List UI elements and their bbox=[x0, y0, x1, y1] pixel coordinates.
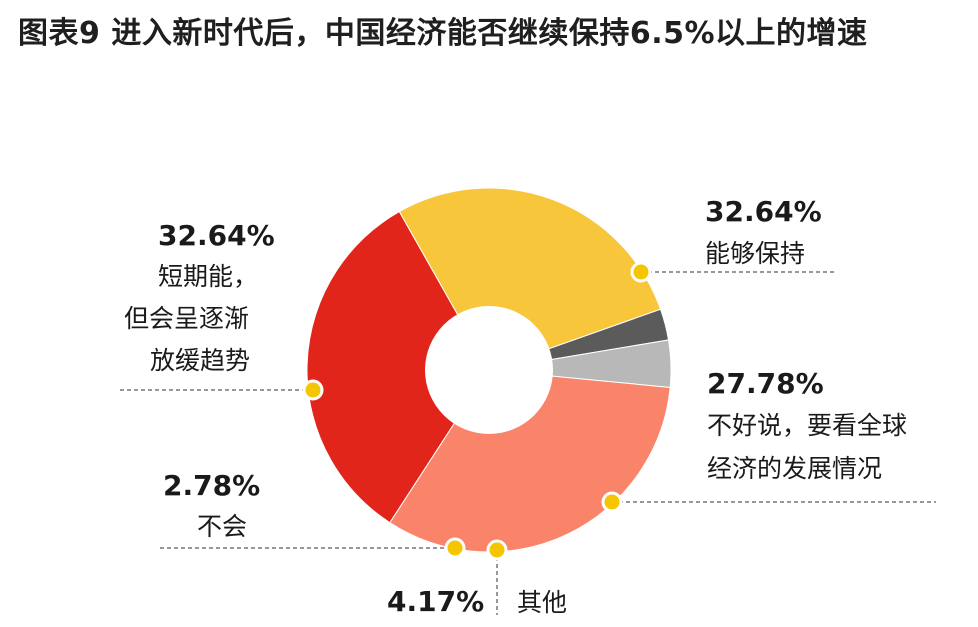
dot-qi-ta bbox=[486, 539, 508, 561]
dot-duan-qi bbox=[302, 379, 324, 401]
pct-neng-gou: 32.64% bbox=[705, 195, 822, 228]
dot-bu-hao-shuo bbox=[601, 491, 623, 513]
label-duan-qi-line2: 但会呈逐渐 bbox=[124, 304, 249, 333]
label-duan-qi-line1: 短期能， bbox=[158, 262, 258, 291]
chart-title: 图表9 进入新时代后，中国经济能否继续保持6.5%以上的增速 bbox=[18, 16, 868, 51]
dot-bu-hui bbox=[444, 537, 466, 559]
pct-bu-hui: 2.78% bbox=[163, 469, 260, 502]
label-qi-ta: 其他 bbox=[517, 588, 567, 617]
label-neng-gou: 能够保持 bbox=[705, 239, 805, 268]
label-dots bbox=[302, 261, 652, 561]
label-duan-qi-line3: 放缓趋势 bbox=[150, 346, 250, 375]
donut-hole bbox=[425, 306, 553, 434]
label-bu-hao-shuo-line1: 不好说，要看全球 bbox=[707, 411, 907, 440]
label-bu-hao-shuo-line2: 经济的发展情况 bbox=[707, 454, 882, 483]
label-bu-hui: 不会 bbox=[197, 512, 247, 541]
donut-slice-0 bbox=[306, 210, 490, 524]
pct-bottom: 4.17% bbox=[387, 585, 484, 618]
pct-duan-qi: 32.64% bbox=[158, 219, 275, 252]
dot-neng-gou bbox=[630, 261, 652, 283]
pct-bu-hao-shuo: 27.78% bbox=[707, 367, 824, 400]
leader-lines bbox=[120, 271, 936, 615]
